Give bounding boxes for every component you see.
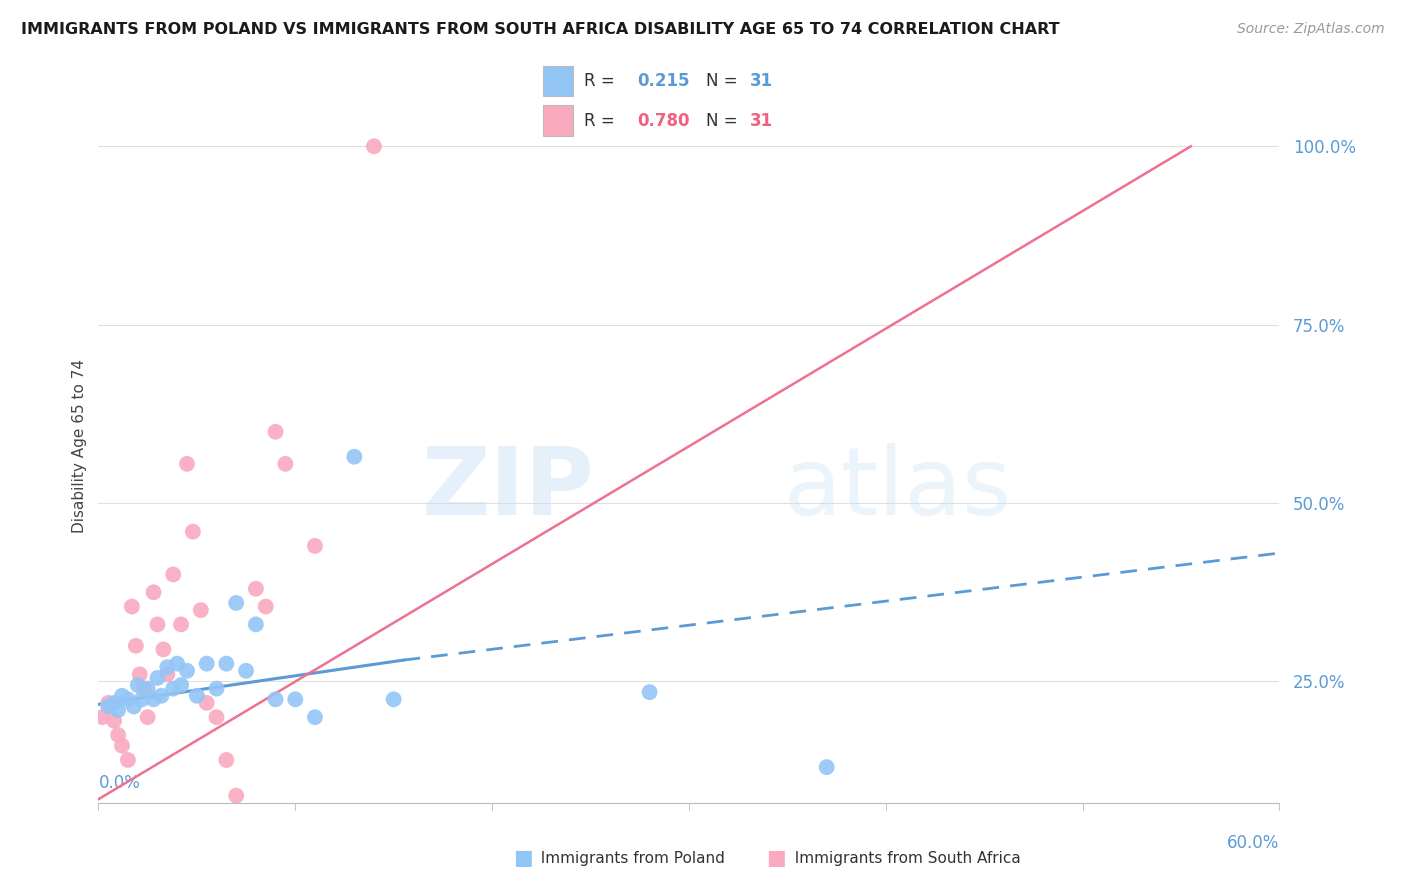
Point (363, 139, 385, 153)
Point (142, 692, 165, 706)
Text: N =: N = (706, 112, 742, 129)
Point (146, 617, 169, 632)
Point (304, 539, 326, 553)
Text: ■: ■ (766, 848, 786, 868)
Point (117, 692, 139, 706)
Point (127, 678, 149, 692)
Point (195, 657, 218, 671)
Point (132, 681, 155, 696)
Point (103, 714, 125, 728)
Point (111, 739, 134, 753)
Point (264, 425, 287, 439)
Point (343, 450, 366, 464)
Point (142, 585, 165, 599)
Point (136, 681, 159, 696)
Point (131, 692, 153, 706)
Point (162, 681, 184, 696)
Point (125, 639, 148, 653)
Point (117, 753, 139, 767)
Point (235, 664, 257, 678)
Point (136, 710, 159, 724)
Text: 31: 31 (749, 72, 773, 90)
Text: 0.780: 0.780 (638, 112, 690, 129)
Text: R =: R = (585, 72, 620, 90)
Point (156, 660, 179, 674)
Point (638, 685, 661, 699)
Point (186, 689, 208, 703)
Text: atlas: atlas (783, 442, 1012, 535)
Text: 31: 31 (749, 112, 773, 129)
Point (162, 567, 184, 582)
Text: N =: N = (706, 72, 742, 90)
Point (382, 692, 405, 706)
FancyBboxPatch shape (543, 105, 572, 136)
Point (274, 457, 297, 471)
Point (122, 699, 145, 714)
Point (181, 524, 204, 539)
Point (128, 667, 150, 681)
Point (205, 681, 228, 696)
Text: ZIP: ZIP (422, 442, 595, 535)
Y-axis label: Disability Age 65 to 74: Disability Age 65 to 74 (72, 359, 87, 533)
Point (107, 728, 129, 742)
Text: ■: ■ (513, 848, 533, 868)
Text: 0.0%: 0.0% (98, 774, 141, 792)
Point (225, 789, 247, 803)
Point (304, 710, 326, 724)
Text: R =: R = (585, 112, 620, 129)
Point (97, 696, 120, 710)
Point (284, 692, 307, 706)
Point (815, 760, 838, 774)
Point (215, 657, 238, 671)
Point (176, 457, 198, 471)
FancyBboxPatch shape (543, 66, 572, 96)
Point (235, 810, 257, 824)
Point (170, 678, 193, 692)
Point (245, 617, 267, 632)
Point (225, 596, 247, 610)
Point (190, 603, 212, 617)
Point (170, 617, 193, 632)
Point (176, 664, 198, 678)
Point (264, 692, 287, 706)
Point (150, 689, 173, 703)
Point (245, 582, 267, 596)
Point (146, 671, 169, 685)
Point (152, 642, 174, 657)
Point (103, 696, 125, 710)
Point (205, 710, 228, 724)
Point (156, 667, 179, 681)
Text: IMMIGRANTS FROM POLAND VS IMMIGRANTS FROM SOUTH AFRICA DISABILITY AGE 65 TO 74 C: IMMIGRANTS FROM POLAND VS IMMIGRANTS FRO… (21, 22, 1060, 37)
Point (215, 753, 238, 767)
Point (107, 703, 129, 717)
Point (254, 599, 277, 614)
Text: Immigrants from Poland: Immigrants from Poland (531, 851, 725, 865)
Text: 60.0%: 60.0% (1227, 834, 1279, 852)
Point (97, 699, 120, 714)
Text: 0.215: 0.215 (638, 72, 690, 90)
Text: Source: ZipAtlas.com: Source: ZipAtlas.com (1237, 22, 1385, 37)
Point (91, 710, 114, 724)
Text: Immigrants from South Africa: Immigrants from South Africa (785, 851, 1021, 865)
Point (166, 657, 188, 671)
Point (111, 689, 134, 703)
Point (195, 696, 218, 710)
Point (121, 599, 143, 614)
